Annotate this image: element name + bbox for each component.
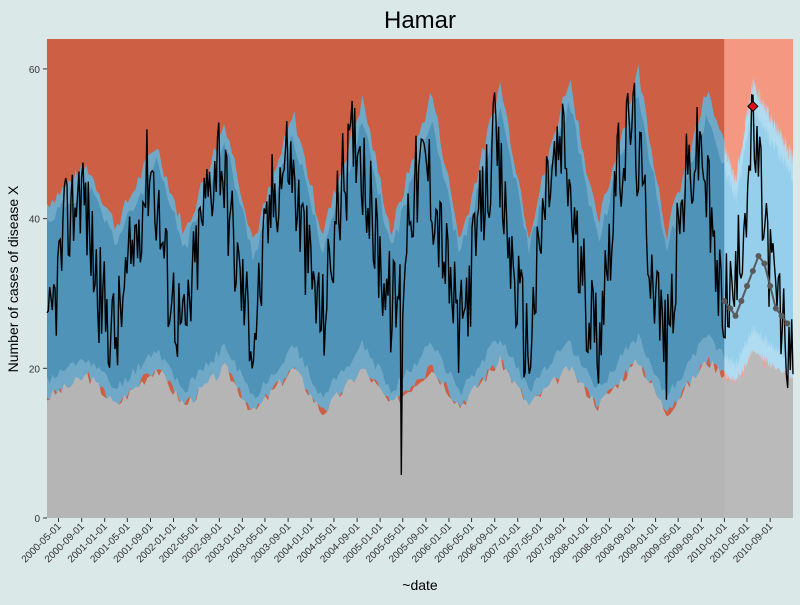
expected-point-2: [732, 312, 739, 319]
chart-title: Hamar: [384, 7, 456, 34]
expected-point-4: [743, 282, 750, 289]
expected-point-10: [778, 312, 785, 319]
y-tick-label-20: 20: [29, 364, 41, 375]
observed-series-line: [46, 82, 794, 476]
expected-point-3: [738, 297, 745, 304]
expected-point-5: [749, 268, 756, 275]
x-axis-title: ~date: [402, 577, 438, 593]
expected-point-9: [772, 305, 779, 312]
plot-area: [46, 39, 794, 518]
y-axis-title: Number of cases of disease X: [5, 185, 21, 372]
y-tick-label-40: 40: [29, 215, 41, 226]
expected-point-11: [784, 320, 791, 327]
y-axis: 0 20 40 60: [29, 65, 47, 525]
x-axis: 2000-05-012000-09-012001-01-012001-05-01…: [20, 518, 776, 565]
expected-point-8: [767, 282, 774, 289]
expected-point-7: [761, 260, 768, 267]
expected-point-0: [721, 297, 728, 304]
alert-marker-0: [747, 100, 759, 113]
y-tick-label-0: 0: [34, 514, 40, 525]
lower-region: [47, 350, 793, 518]
expected-point-6: [755, 253, 762, 260]
expected-point-1: [727, 305, 734, 312]
y-tick-label-60: 60: [29, 65, 41, 76]
